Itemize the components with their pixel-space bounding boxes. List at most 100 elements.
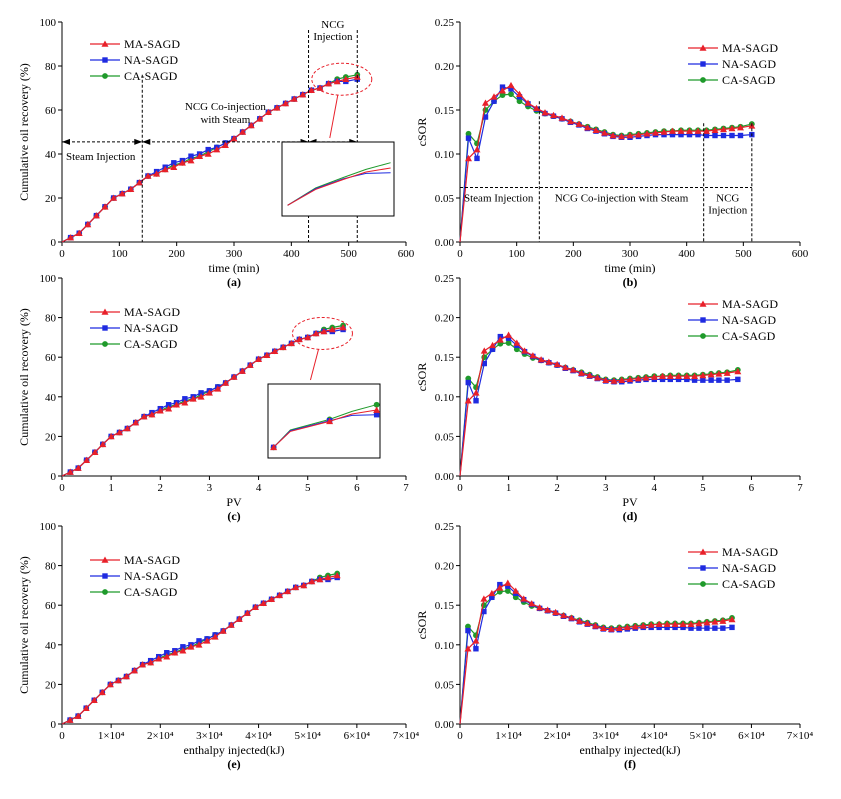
legend-label: CA-SAGD — [124, 337, 178, 351]
data-point — [481, 360, 487, 367]
zoom-marker — [270, 443, 278, 451]
data-point — [165, 405, 173, 412]
data-point — [671, 620, 679, 628]
data-point — [711, 618, 719, 625]
data-point — [465, 154, 472, 162]
x-tick-label: 1×10⁴ — [98, 730, 125, 742]
data-point — [675, 376, 682, 383]
data-point — [683, 372, 691, 380]
data-point — [660, 128, 668, 135]
data-point — [464, 645, 472, 652]
data-point — [524, 99, 532, 106]
y-tick-label: 0.25 — [435, 273, 455, 285]
x-tick-label: 2×10⁴ — [544, 730, 571, 742]
x-tick-label: 0 — [59, 730, 65, 742]
data-point — [490, 93, 498, 100]
y-tick-label: 0.20 — [435, 313, 455, 325]
y-tick-label: 60 — [45, 352, 57, 364]
data-point — [132, 419, 140, 426]
series-ca-sagd — [459, 340, 741, 477]
data-point — [720, 625, 726, 631]
phase-label-steam: Steam Injection — [66, 151, 136, 163]
legend-marker — [101, 556, 109, 563]
data-point — [505, 340, 512, 346]
data-point — [115, 428, 123, 436]
zoom-marker — [373, 401, 380, 408]
x-tick-label: 600 — [792, 248, 809, 260]
y-tick-label: 0.05 — [435, 193, 455, 205]
data-point — [144, 172, 152, 179]
legend-entry-ma-sagd: MA-SAGD — [688, 297, 778, 311]
phase-arrowhead — [62, 138, 70, 145]
data-point — [472, 637, 480, 644]
legend-entry-na-sagd: NA-SAGD — [90, 569, 178, 583]
data-point — [82, 704, 90, 711]
x-axis-label: enthalpy injected(kJ) — [580, 743, 681, 757]
data-point — [324, 573, 332, 581]
data-point — [290, 95, 298, 102]
series-line — [459, 582, 733, 725]
x-axis-label: PV — [226, 495, 242, 509]
legend-entry-ma-sagd: MA-SAGD — [90, 305, 180, 319]
data-point — [187, 157, 195, 164]
data-point — [711, 126, 719, 134]
data-point — [667, 376, 674, 383]
x-axis-label: PV — [622, 495, 638, 509]
data-point — [165, 402, 172, 408]
chart-panel-c: 0 1 2 3 4 5 6 7 0 20 40 60 80 100 PV Cumulative oil rec… — [17, 273, 409, 523]
data-point — [505, 583, 511, 589]
data-point — [239, 128, 247, 135]
legend-entry-ma-sagd: MA-SAGD — [90, 37, 180, 51]
legend-label: NA-SAGD — [124, 53, 178, 67]
legend-marker — [102, 341, 108, 347]
data-point — [669, 131, 676, 138]
data-point — [499, 84, 506, 90]
data-point — [680, 624, 686, 631]
legend-marker — [102, 57, 108, 63]
legend-entry-na-sagd: NA-SAGD — [90, 53, 178, 67]
data-point — [256, 115, 264, 122]
data-point — [695, 131, 701, 138]
data-point — [512, 587, 520, 594]
legend-entry-na-sagd: NA-SAGD — [90, 321, 178, 335]
data-point — [123, 424, 131, 432]
data-point — [591, 622, 599, 629]
y-axis-label: cSOR — [415, 363, 429, 392]
legend-entry-ca-sagd: CA-SAGD — [90, 69, 178, 83]
legend-label: MA-SAGD — [124, 305, 180, 319]
phase-label-ncg-coinjection: NCG Co-injection with Steam — [555, 192, 689, 204]
panel-caption: (b) — [623, 275, 638, 289]
x-tick-label: 3 — [207, 482, 213, 494]
x-tick-label: 2 — [158, 482, 164, 494]
data-point — [259, 599, 267, 607]
data-point — [131, 667, 139, 674]
data-point — [180, 644, 186, 650]
x-tick-label: 4 — [256, 482, 262, 494]
data-point — [666, 372, 674, 380]
y-tick-label: 20 — [45, 679, 57, 691]
data-point — [724, 377, 730, 383]
data-point — [205, 146, 211, 153]
data-point — [107, 432, 115, 440]
data-point — [163, 653, 171, 660]
y-tick-label: 0.05 — [435, 431, 455, 443]
panel-caption: (d) — [623, 509, 638, 523]
data-point — [602, 376, 610, 383]
x-tick-label: 3×10⁴ — [592, 730, 619, 742]
data-point — [601, 129, 608, 136]
chart-panel-e: 0 1×10⁴ 2×10⁴ 3×10⁴ 4×10⁴ 5×10⁴ 6×10⁴ 7×10⁴ 0 20 4… — [17, 521, 419, 771]
data-point — [464, 397, 472, 404]
chart-panel-f: 0 1×10⁴ 2×10⁴ 3×10⁴ 4×10⁴ 5×10⁴ 6×10⁴ 7×10⁴ 0.00… — [415, 521, 813, 771]
series-ma-sagd — [459, 331, 742, 477]
y-tick-label: 0.20 — [435, 561, 455, 573]
series-line — [61, 576, 338, 725]
data-point — [655, 620, 663, 628]
data-point — [584, 124, 591, 131]
data-point — [691, 377, 698, 383]
x-tick-label: 7 — [403, 482, 409, 494]
data-point — [205, 389, 213, 396]
data-point — [74, 464, 82, 471]
data-point — [669, 127, 676, 134]
data-point — [508, 86, 514, 92]
